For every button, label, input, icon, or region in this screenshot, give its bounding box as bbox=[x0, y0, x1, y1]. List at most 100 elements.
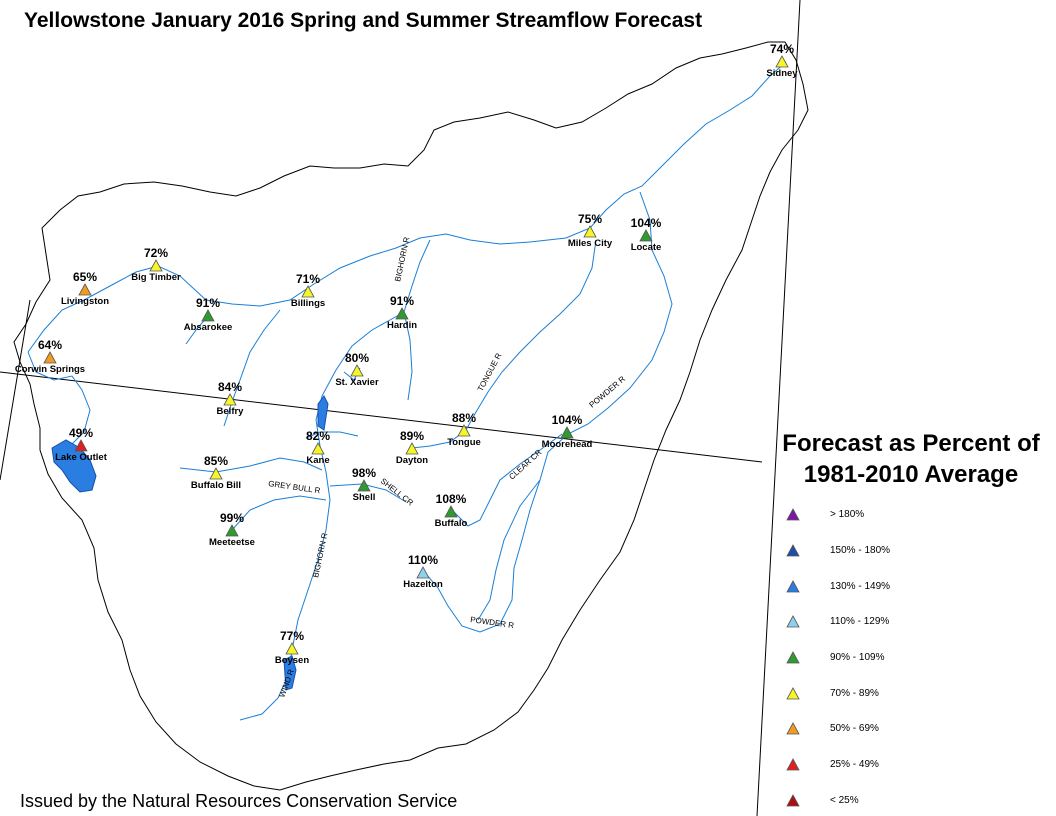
site-belfry: 84% Belfry bbox=[217, 380, 245, 417]
site-absarokee: 91% Absarokee bbox=[184, 296, 233, 333]
legend-triangle-icon bbox=[786, 580, 800, 593]
legend-item-label: 150% - 180% bbox=[830, 545, 891, 556]
legend-item: > 180% bbox=[786, 508, 986, 524]
site-name-label: Belfry bbox=[217, 406, 245, 417]
legend-item-label: 50% - 69% bbox=[830, 723, 879, 734]
site-name-label: Sidney bbox=[766, 68, 798, 79]
site-moorehead: 104% Moorehead bbox=[542, 413, 593, 450]
site-percent-label: 104% bbox=[552, 413, 583, 427]
site-buffalo-bill: 85% Buffalo Bill bbox=[191, 454, 241, 491]
legend-item: 70% - 89% bbox=[786, 687, 986, 703]
legend-triangle-icon bbox=[786, 508, 800, 521]
site-percent-label: 82% bbox=[306, 429, 330, 443]
legend-triangle-icon bbox=[786, 722, 800, 735]
site-name-label: Locate bbox=[631, 242, 662, 253]
river-label: BIGHORN R bbox=[311, 532, 329, 578]
lakes bbox=[51, 395, 329, 691]
site-name-label: Billings bbox=[291, 298, 325, 309]
site-percent-label: 91% bbox=[196, 296, 220, 310]
site-percent-label: 64% bbox=[38, 338, 62, 352]
map-title: Yellowstone January 2016 Spring and Summ… bbox=[24, 9, 703, 32]
site-percent-label: 75% bbox=[578, 212, 602, 226]
site-marker-triangle bbox=[639, 229, 653, 242]
legend-title-line1: Forecast as Percent of bbox=[782, 430, 1040, 457]
site-name-label: Hazelton bbox=[403, 579, 443, 590]
site-name-label: Shell bbox=[353, 492, 376, 503]
site-percent-label: 88% bbox=[452, 411, 476, 425]
river-label: TONGUE R bbox=[476, 351, 504, 393]
site-name-label: Livingston bbox=[61, 296, 109, 307]
river-label: POWDER R bbox=[588, 374, 628, 409]
site-name-label: Absarokee bbox=[184, 322, 233, 333]
site-marker-triangle bbox=[78, 283, 92, 296]
site-sidney: 74% Sidney bbox=[766, 42, 798, 79]
site-name-label: Kane bbox=[306, 455, 329, 466]
site-name-label: Moorehead bbox=[542, 439, 593, 450]
site-percent-label: 91% bbox=[390, 294, 414, 308]
site-locate: 104% Locate bbox=[631, 216, 662, 253]
site-percent-label: 89% bbox=[400, 429, 424, 443]
site-billings: 71% Billings bbox=[291, 272, 325, 309]
site-buffalo: 108% Buffalo bbox=[435, 492, 468, 529]
site-percent-label: 80% bbox=[345, 351, 369, 365]
site-marker-triangle bbox=[225, 524, 239, 537]
site-name-label: Tongue bbox=[447, 437, 481, 448]
site-percent-label: 77% bbox=[280, 629, 304, 643]
legend-item-label: 130% - 149% bbox=[830, 581, 891, 592]
site-marker-triangle bbox=[201, 309, 215, 322]
legend-triangle-icon bbox=[786, 758, 800, 771]
site-marker-triangle bbox=[416, 566, 430, 579]
site-name-label: Meeteetse bbox=[209, 537, 255, 548]
site-marker-triangle bbox=[775, 55, 789, 68]
site-dayton: 89% Dayton bbox=[396, 429, 428, 466]
site-marker-triangle bbox=[209, 467, 223, 480]
legend-triangle-icon bbox=[786, 794, 800, 807]
legend-title-line2: 1981-2010 Average bbox=[803, 461, 1019, 488]
site-name-label: St. Xavier bbox=[335, 377, 379, 388]
site-percent-label: 104% bbox=[631, 216, 662, 230]
site-marker-triangle bbox=[560, 426, 574, 439]
site-shell: 98% Shell bbox=[352, 466, 376, 503]
site-name-label: Buffalo bbox=[435, 518, 468, 529]
legend-triangle-icon bbox=[786, 687, 800, 700]
legend-item-label: < 25% bbox=[830, 795, 859, 806]
legend-item-label: 70% - 89% bbox=[830, 688, 879, 699]
river-label: POWDER R bbox=[470, 615, 515, 630]
site-percent-label: 110% bbox=[408, 553, 438, 567]
site-name-label: Miles City bbox=[568, 238, 613, 249]
site-percent-label: 85% bbox=[204, 454, 228, 468]
site-marker-triangle bbox=[285, 642, 299, 655]
site-kane: 82% Kane bbox=[306, 429, 330, 466]
site-name-label: Corwin Springs bbox=[15, 364, 85, 375]
site-marker-triangle bbox=[311, 442, 325, 455]
site-st-xavier: 80% St. Xavier bbox=[335, 351, 379, 388]
site-marker-triangle bbox=[405, 442, 419, 455]
site-livingston: 65% Livingston bbox=[61, 270, 109, 307]
legend-item: 130% - 149% bbox=[786, 580, 986, 596]
site-marker-triangle bbox=[583, 225, 597, 238]
legend-triangle-icon bbox=[786, 544, 800, 557]
legend-item: 50% - 69% bbox=[786, 722, 986, 738]
site-hardin: 91% Hardin bbox=[387, 294, 417, 331]
site-percent-label: 84% bbox=[218, 380, 242, 394]
legend-triangle-icon bbox=[786, 615, 800, 628]
site-marker-triangle bbox=[149, 259, 163, 272]
site-marker-triangle bbox=[357, 479, 371, 492]
site-miles-city: 75% Miles City bbox=[568, 212, 613, 249]
site-name-label: Hardin bbox=[387, 320, 417, 331]
forecast-sites: 74% Sidney 75% Miles City 104% Locate 72% Big T… bbox=[15, 42, 798, 666]
site-marker-triangle bbox=[457, 424, 471, 437]
site-marker-triangle bbox=[395, 307, 409, 320]
site-name-label: Big Timber bbox=[131, 272, 181, 283]
site-corwin-springs: 64% Corwin Springs bbox=[15, 338, 85, 375]
legend-item: < 25% bbox=[786, 794, 986, 810]
state-boundaries bbox=[0, 0, 801, 816]
site-percent-label: 98% bbox=[352, 466, 376, 480]
river-label: SHELL CR bbox=[379, 476, 415, 507]
river-label: BIGHORN R bbox=[393, 236, 411, 282]
legend-title: Forecast as Percent of 1981-2010 Average bbox=[768, 428, 1054, 490]
river-network bbox=[27, 61, 787, 721]
site-marker-triangle bbox=[444, 505, 458, 518]
site-marker-triangle bbox=[43, 351, 57, 364]
